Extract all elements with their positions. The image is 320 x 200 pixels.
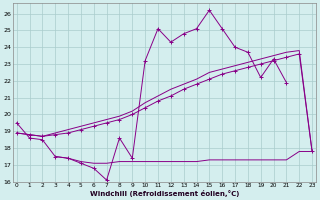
X-axis label: Windchill (Refroidissement éolien,°C): Windchill (Refroidissement éolien,°C) <box>90 190 239 197</box>
